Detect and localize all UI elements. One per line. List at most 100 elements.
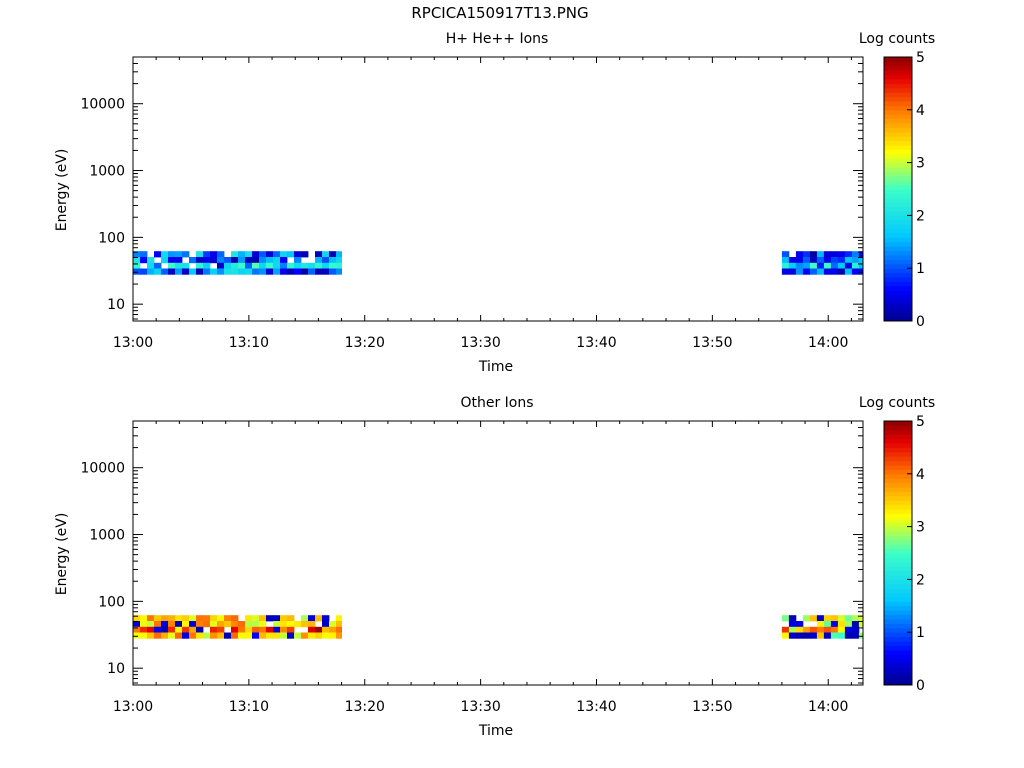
colorbar-segment bbox=[884, 443, 912, 448]
spectrogram-cell bbox=[133, 257, 141, 264]
spectrogram-cell bbox=[280, 251, 288, 258]
spectrogram-cell bbox=[203, 251, 211, 258]
colorbar-segment bbox=[884, 671, 912, 677]
x-axis-label: Time bbox=[478, 359, 513, 375]
colorbar-segment bbox=[884, 162, 912, 168]
colorbar-segment bbox=[884, 680, 912, 686]
spectrogram-cell bbox=[308, 626, 316, 633]
spectrogram-cell bbox=[238, 251, 246, 258]
colorbar-segment bbox=[884, 504, 912, 510]
spectrogram-cell bbox=[280, 621, 288, 628]
x-tick-label: 13:10 bbox=[229, 699, 269, 715]
spectrogram-cell bbox=[161, 268, 169, 275]
spectrogram-cell bbox=[322, 615, 330, 622]
colorbar-segment bbox=[884, 140, 912, 146]
colorbar-segment bbox=[884, 105, 912, 111]
colorbar-tick-label: 0 bbox=[916, 678, 925, 694]
spectrogram-cell bbox=[816, 632, 825, 639]
spectrogram-cell bbox=[823, 615, 832, 622]
spectrogram-cell bbox=[182, 632, 190, 639]
colorbar-segment bbox=[884, 548, 912, 554]
colorbar-segment bbox=[884, 149, 912, 155]
colorbar-tick-label: 1 bbox=[916, 625, 925, 641]
spectrogram-cell bbox=[336, 257, 342, 264]
spectrogram-cell bbox=[280, 632, 288, 639]
spectrogram-cell bbox=[168, 257, 176, 264]
spectrogram-cell bbox=[245, 257, 253, 264]
colorbar-segment bbox=[884, 632, 912, 638]
spectrogram-cell bbox=[182, 626, 190, 633]
spectrogram-cell bbox=[210, 251, 218, 258]
spectrogram-cell bbox=[252, 251, 260, 258]
colorbar-segment bbox=[884, 114, 912, 120]
spectrogram-cell bbox=[133, 268, 141, 275]
panel-title: Other Ions bbox=[460, 395, 533, 411]
spectrogram-cell bbox=[273, 262, 281, 269]
spectrogram-cell bbox=[168, 615, 176, 622]
spectrogram-cell bbox=[308, 615, 316, 622]
colorbar-label: Log counts bbox=[859, 31, 935, 47]
spectrogram-cell bbox=[231, 268, 239, 275]
spectrogram-cell bbox=[273, 268, 281, 275]
spectrogram-cell bbox=[273, 615, 281, 622]
colorbar-tick-label: 3 bbox=[916, 520, 925, 536]
colorbar-segment bbox=[884, 241, 912, 247]
colorbar-segment bbox=[884, 627, 912, 633]
spectrogram-cell bbox=[851, 632, 860, 639]
colorbar-segment bbox=[884, 478, 912, 484]
colorbar-segment bbox=[884, 491, 912, 497]
spectrogram-cell bbox=[336, 262, 342, 269]
colorbar-segment bbox=[884, 87, 912, 93]
spectrogram-cell bbox=[133, 251, 141, 258]
spectrogram-cell bbox=[858, 257, 864, 264]
colorbar-segment bbox=[884, 623, 912, 629]
colorbar-segment bbox=[884, 579, 912, 585]
spectrogram-cell bbox=[189, 615, 197, 622]
colorbar-segment bbox=[884, 605, 912, 611]
spectrogram-cell bbox=[133, 632, 141, 639]
spectrogram-cell bbox=[809, 251, 818, 258]
spectrogram-cell bbox=[308, 632, 316, 639]
spectrogram-cell bbox=[329, 262, 337, 269]
colorbar-segment bbox=[884, 425, 912, 431]
x-tick-label: 14:00 bbox=[808, 699, 848, 715]
spectrogram-cell bbox=[182, 615, 190, 622]
colorbar-segment bbox=[884, 285, 912, 291]
spectrogram-cell bbox=[196, 262, 204, 269]
spectrogram-cell bbox=[168, 251, 176, 258]
axes: 13:00 13:10 13:20 13:30 13:40 13:50 14:00 10 100… bbox=[80, 56, 864, 351]
spectrogram-cell bbox=[844, 626, 853, 633]
spectrogram-cell bbox=[175, 626, 183, 633]
spectrogram-cell bbox=[858, 268, 864, 275]
spectrogram-cell bbox=[259, 251, 267, 258]
spectrogram-cell bbox=[315, 268, 323, 275]
spectrogram-cell bbox=[322, 257, 330, 264]
spectrogram-cell bbox=[816, 268, 825, 275]
colorbar-segment bbox=[884, 193, 912, 199]
spectrogram-cell bbox=[259, 626, 267, 633]
spectrogram-cell bbox=[224, 632, 232, 639]
spectrogram-cell bbox=[273, 251, 281, 258]
spectrogram-cell bbox=[280, 615, 288, 622]
spectrogram-cell bbox=[844, 615, 853, 622]
spectrogram-cell bbox=[802, 615, 811, 622]
spectrogram-cell bbox=[245, 626, 253, 633]
colorbar-segment bbox=[884, 92, 912, 98]
spectrogram-cell bbox=[245, 251, 253, 258]
colorbar-segment bbox=[884, 636, 912, 642]
spectrogram-cell bbox=[823, 626, 832, 633]
spectrogram-cell bbox=[781, 262, 790, 269]
spectrogram-cell bbox=[147, 632, 155, 639]
spectrogram-cell bbox=[266, 251, 274, 258]
colorbar-tick-label: 5 bbox=[916, 50, 925, 66]
colorbar-segment bbox=[884, 228, 912, 234]
colorbar-segment bbox=[884, 118, 912, 124]
spectrogram-cell bbox=[294, 251, 302, 258]
colorbar-segment bbox=[884, 610, 912, 616]
colorbar-segment bbox=[884, 65, 912, 71]
spectrogram-cell bbox=[161, 257, 169, 264]
spectrogram-cell bbox=[823, 632, 832, 639]
spectrogram-cell bbox=[851, 615, 860, 622]
spectrogram-cell bbox=[795, 626, 804, 633]
spectrogram-cell bbox=[287, 632, 295, 639]
